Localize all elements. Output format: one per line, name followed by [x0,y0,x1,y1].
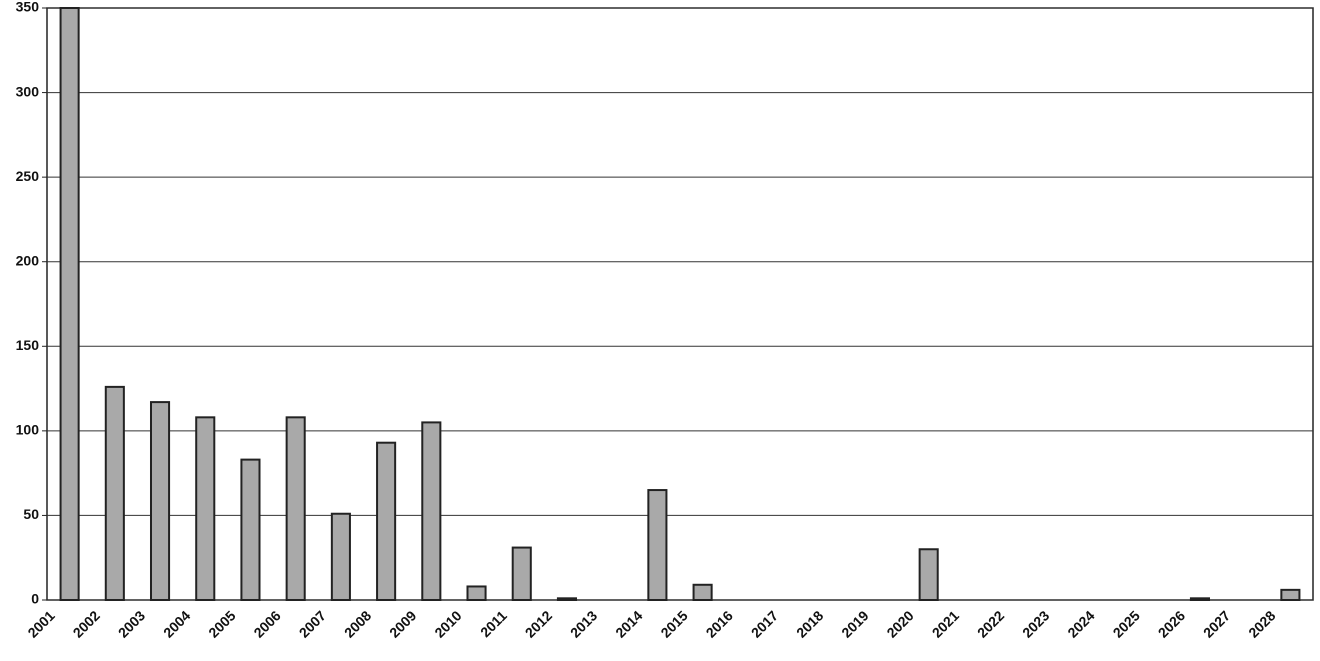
bar [692,583,713,602]
x-tick-label: 2018 [793,607,826,640]
x-tick-label: 2005 [205,607,238,640]
x-tick-label: 2019 [838,607,871,640]
bar [330,512,351,601]
x-tick-label: 2017 [748,607,781,640]
x-tick-label: 2010 [431,607,464,640]
bar [421,421,442,601]
bar [149,401,171,601]
x-tick-label: 2011 [477,607,510,640]
plot-frame [46,7,1314,601]
bar [466,585,487,601]
y-tick-label: 150 [16,337,40,353]
bar [511,546,532,602]
y-tick-label: 0 [31,591,39,607]
bar [285,416,306,601]
bar [556,597,578,602]
x-tick-label: 2028 [1245,607,1278,640]
y-tick-label: 50 [23,506,39,522]
x-tick-label: 2007 [296,607,329,640]
y-tick-label: 100 [16,422,40,438]
y-tick-label: 200 [16,252,40,268]
bar [1189,597,1211,602]
bar [647,489,668,601]
x-tick-label: 2012 [522,607,555,640]
x-tick-label: 2023 [1019,607,1052,640]
x-tick-label: 2020 [883,607,916,640]
x-tick-label: 2016 [703,607,736,640]
x-tick-label: 2027 [1200,607,1233,640]
y-tick-label: 300 [16,83,40,99]
bar [59,7,80,601]
x-tick-label: 2002 [70,607,103,640]
x-tick-label: 2025 [1110,607,1143,640]
x-tick-label: 2022 [974,607,1007,640]
x-tick-label: 2021 [929,607,962,640]
x-tick-label: 2014 [612,607,645,640]
bar [918,548,939,601]
y-tick-label: 250 [16,168,40,184]
y-tick-label: 350 [16,0,40,15]
x-tick-label: 2006 [250,607,283,640]
x-tick-label: 2026 [1155,607,1188,640]
bar [1280,588,1301,602]
bar [104,385,125,601]
x-tick-label: 2001 [24,607,57,640]
bar [376,441,397,601]
x-tick-label: 2003 [115,607,148,640]
x-tick-label: 2013 [567,607,600,640]
bar [240,458,261,601]
bar [195,416,216,601]
x-tick-label: 2024 [1064,607,1097,640]
x-tick-label: 2009 [386,607,419,640]
x-tick-label: 2004 [160,607,193,640]
x-tick-label: 2008 [341,607,374,640]
x-tick-label: 2015 [657,607,690,640]
